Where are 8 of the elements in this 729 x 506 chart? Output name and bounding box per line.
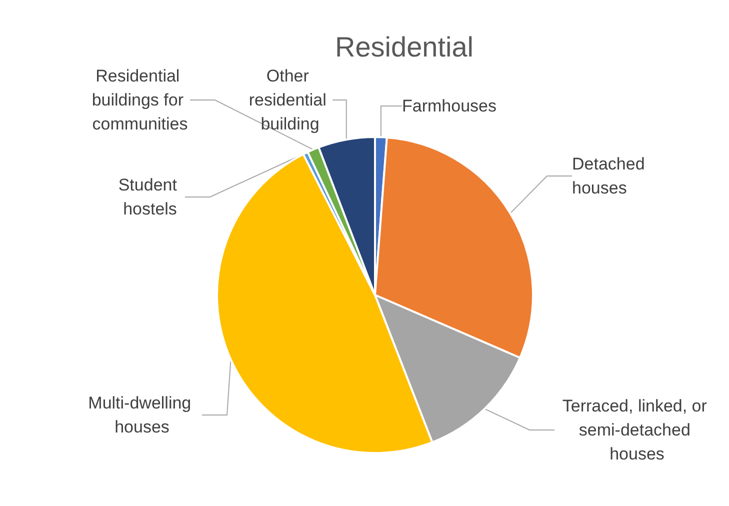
slice-label: Detached houses xyxy=(572,154,650,198)
slice-label: Terraced, linked, or semi-detached houses xyxy=(562,396,712,464)
slice-label: Farmhouses xyxy=(402,96,496,116)
slice-label: Multi-dwelling houses xyxy=(88,394,196,436)
slice-label: Residential buildings for communities xyxy=(92,66,188,134)
slice-label: Other residential building xyxy=(248,66,332,134)
slice-label: Student hostels xyxy=(118,176,182,218)
chart-title: Residential xyxy=(335,32,474,62)
